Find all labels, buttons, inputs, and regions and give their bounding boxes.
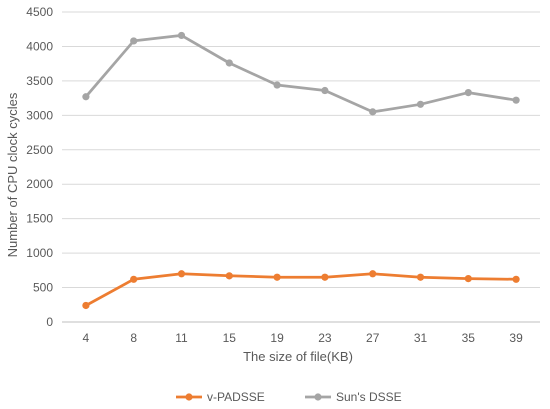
data-point xyxy=(273,81,281,89)
legend: v-PADSSE Sun's DSSE xyxy=(176,390,402,404)
data-point xyxy=(177,270,186,278)
data-point xyxy=(225,272,233,280)
y-tick-label: 2500 xyxy=(26,143,53,157)
series-1 xyxy=(82,270,520,310)
legend-swatch-marker xyxy=(314,393,322,401)
data-point xyxy=(225,59,233,67)
x-tick-label: 23 xyxy=(318,331,332,345)
legend-item: v-PADSSE xyxy=(176,390,265,404)
x-tick-label: 15 xyxy=(223,331,237,345)
x-tick-label: 31 xyxy=(414,331,428,345)
y-tick-label: 2000 xyxy=(26,177,53,191)
series-line xyxy=(85,272,517,307)
y-tick-label: 3000 xyxy=(26,108,53,122)
data-point xyxy=(130,275,138,283)
x-tick-label: 27 xyxy=(366,331,380,345)
data-point xyxy=(464,89,472,97)
y-tick-label: 4500 xyxy=(26,5,53,19)
series-line xyxy=(84,34,517,114)
x-tick-label: 19 xyxy=(270,331,284,345)
data-point xyxy=(416,100,425,108)
data-point xyxy=(82,301,90,310)
y-tick-label: 500 xyxy=(33,281,53,295)
data-point xyxy=(369,270,377,278)
x-tick-label: 35 xyxy=(462,331,476,345)
gridlines xyxy=(62,11,540,323)
series-group xyxy=(82,31,520,310)
data-point xyxy=(416,273,425,281)
series-2 xyxy=(82,31,520,116)
data-point xyxy=(273,273,281,281)
x-tick-label: 8 xyxy=(130,331,137,345)
legend-item: Sun's DSSE xyxy=(305,390,402,404)
data-point xyxy=(464,275,472,283)
data-point xyxy=(130,37,138,45)
legend-swatch-marker xyxy=(185,393,193,401)
data-point xyxy=(321,86,329,95)
y-tick-label: 1000 xyxy=(26,246,53,260)
x-tick-label: 39 xyxy=(509,331,523,345)
data-point xyxy=(512,275,520,283)
y-axis-label: Number of CPU clock cycles xyxy=(5,92,20,257)
x-tick-label: 11 xyxy=(175,331,188,345)
data-point xyxy=(369,108,377,116)
data-point xyxy=(512,96,520,104)
data-point xyxy=(82,93,90,101)
x-axis-label: The size of file(KB) xyxy=(243,349,353,364)
y-tick-label: 1500 xyxy=(26,212,53,226)
legend-label: Sun's DSSE xyxy=(336,390,402,404)
y-tick-label: 0 xyxy=(46,315,53,329)
x-tick-label: 4 xyxy=(83,331,90,345)
data-point xyxy=(177,31,186,40)
legend-label: v-PADSSE xyxy=(207,390,265,404)
y-axis-ticks: 0 500 1000 1500 2000 2500 3000 3500 4000 4500 xyxy=(26,5,53,329)
data-point xyxy=(321,273,329,281)
y-tick-label: 3500 xyxy=(26,74,53,88)
x-axis-ticks: 4 8 11 15 19 23 27 31 35 39 xyxy=(83,331,524,345)
y-tick-label: 4000 xyxy=(26,39,53,53)
